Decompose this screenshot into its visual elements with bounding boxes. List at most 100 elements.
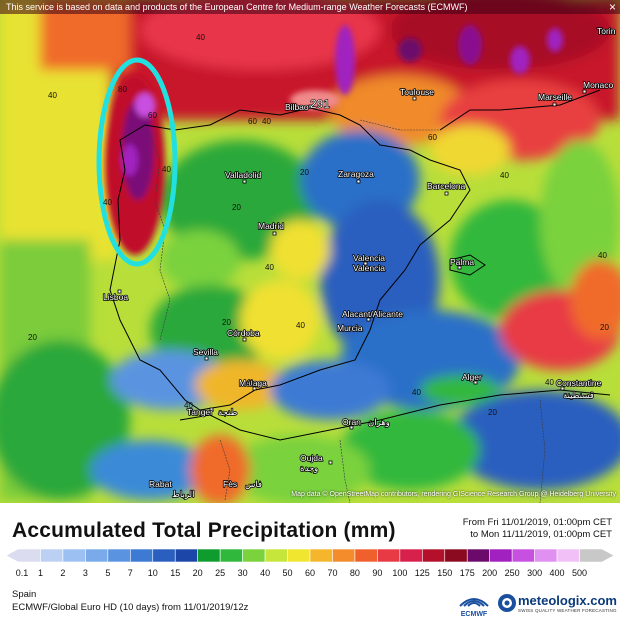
legend-scale: 0.1 1 2 3 5 7 10 15 20 25 30 40 50 60 70 80 90 100 125 150 1… bbox=[5, 548, 615, 578]
legend-swatch bbox=[264, 548, 288, 563]
legend-swatch bbox=[242, 548, 266, 563]
legend-swatch bbox=[511, 548, 535, 563]
city-label: Zaragoza bbox=[338, 169, 374, 179]
isoline-label: 40 bbox=[296, 321, 305, 330]
city-label: Lisboa bbox=[103, 292, 128, 302]
isoline-labels: 40 40 20 40 60 80 40 20 60 40 20 40 40 2… bbox=[28, 33, 609, 417]
model-label: ECMWF/Global Euro HD (10 days) from 11/0… bbox=[12, 602, 249, 613]
city-label: Córdoba bbox=[227, 328, 260, 338]
legend-tick-label: 40 bbox=[260, 568, 270, 578]
precipitation-map: Bilbao Toulouse Marseille Monaco Torin V… bbox=[0, 0, 620, 503]
isoline-label: 20 bbox=[28, 333, 37, 342]
isoline-label: 40 bbox=[265, 263, 274, 272]
legend-swatch bbox=[107, 548, 131, 563]
ecmwf-logo: ECMWF bbox=[459, 598, 489, 618]
city-label: Alacant/Alicante bbox=[342, 309, 403, 319]
legend-tick-label: 7 bbox=[128, 568, 133, 578]
legend-swatch bbox=[466, 548, 490, 563]
legend-swatch bbox=[422, 548, 446, 563]
city-label: وجدة bbox=[300, 463, 318, 474]
brand-tagline: SWISS QUALITY WEATHER FORECASTING bbox=[518, 608, 617, 613]
legend-swatch bbox=[309, 548, 333, 563]
isoline-label: 20 bbox=[222, 318, 231, 327]
legend-tick-label: 0.1 bbox=[16, 568, 29, 578]
borders bbox=[149, 119, 546, 503]
isoline-label: 40 bbox=[196, 33, 205, 42]
legend-tick-label: 300 bbox=[527, 568, 542, 578]
city-markers bbox=[117, 89, 587, 488]
city-label: Palma bbox=[450, 257, 474, 267]
legend-tick-label: 70 bbox=[327, 568, 337, 578]
legend-swatch bbox=[130, 548, 154, 563]
map-canvas: Bilbao Toulouse Marseille Monaco Torin V… bbox=[0, 0, 620, 503]
precip-field bbox=[0, 0, 620, 503]
legend-tick-label: 250 bbox=[505, 568, 520, 578]
legend-swatch bbox=[556, 548, 580, 563]
isoline-label: 40 bbox=[162, 165, 171, 174]
city-label: Fès bbox=[223, 479, 237, 489]
isoline-label: 40 bbox=[262, 117, 271, 126]
legend-swatch bbox=[332, 548, 356, 563]
isoline-label: 40 bbox=[500, 171, 509, 180]
legend-tick-label: 30 bbox=[238, 568, 248, 578]
legend-tick-label: 90 bbox=[372, 568, 382, 578]
city-label: Toulouse bbox=[400, 87, 434, 97]
source-banner-text: This service is based on data and produc… bbox=[6, 2, 468, 12]
legend-swatch bbox=[287, 548, 311, 563]
source-banner: This service is based on data and produc… bbox=[0, 0, 620, 14]
isoline-label: 40 bbox=[48, 91, 57, 100]
legend-swatch bbox=[40, 548, 64, 563]
isoline-label: 40 bbox=[545, 378, 554, 387]
isoline-label: 60 bbox=[148, 111, 157, 120]
legend-swatch bbox=[534, 548, 558, 563]
map-attribution: Map data © OpenStreetMap contributors, r… bbox=[291, 491, 616, 498]
city-label: Tanger bbox=[187, 407, 213, 417]
legend-tick-label: 60 bbox=[305, 568, 315, 578]
isoline-label: 20 bbox=[232, 203, 241, 212]
city-label: Oujda bbox=[300, 453, 323, 463]
city-label: قسنطينة bbox=[563, 390, 594, 400]
legend-tick-label: 500 bbox=[572, 568, 587, 578]
city-label: Bilbao bbox=[285, 102, 309, 112]
city-label: Murcia bbox=[337, 323, 363, 333]
legend-swatch bbox=[579, 548, 615, 563]
city-label: Barcelona bbox=[427, 181, 466, 191]
peak-value-label: 291 bbox=[310, 97, 330, 111]
close-icon[interactable]: × bbox=[608, 0, 616, 14]
legend-tick-label: 25 bbox=[215, 568, 225, 578]
highlight-ellipse bbox=[96, 57, 178, 267]
legend-swatch bbox=[377, 548, 401, 563]
legend-swatch bbox=[85, 548, 109, 563]
brand-name: meteologix.com bbox=[518, 593, 617, 608]
legend-tick-label: 3 bbox=[83, 568, 88, 578]
city-label: Valencia bbox=[353, 253, 385, 263]
legend-swatch bbox=[219, 548, 243, 563]
city-label: الرباط bbox=[172, 489, 194, 500]
legend-tick-label: 50 bbox=[283, 568, 293, 578]
legend-tick-label: 125 bbox=[415, 568, 430, 578]
city-label: Torin bbox=[597, 26, 616, 36]
city-label: Oran bbox=[342, 417, 361, 427]
city-label: وهران bbox=[368, 417, 390, 428]
legend-swatch bbox=[5, 548, 41, 563]
legend-swatch bbox=[152, 548, 176, 563]
city-label: Alger bbox=[462, 372, 482, 382]
isoline-label: 20 bbox=[488, 408, 497, 417]
city-label: فاس bbox=[245, 479, 262, 490]
legend-swatch bbox=[174, 548, 198, 563]
legend-swatch bbox=[399, 548, 423, 563]
date-from: From Fri 11/01/2019, 01:00pm CET bbox=[462, 517, 612, 528]
isoline-label: 20 bbox=[600, 323, 609, 332]
city-label: طنجة bbox=[218, 407, 238, 417]
isoline-label: 40 bbox=[103, 198, 112, 207]
date-to: to Mon 11/11/2019, 01:00pm CET bbox=[470, 529, 612, 540]
city-label: Monaco bbox=[583, 80, 614, 90]
isoline-label: 20 bbox=[300, 168, 309, 177]
legend-swatch bbox=[62, 548, 86, 563]
ecmwf-logo-text: ECMWF bbox=[461, 611, 488, 618]
city-label: Constantine bbox=[556, 378, 602, 388]
legend-tick-label: 400 bbox=[550, 568, 565, 578]
chart-title: Accumulated Total Precipitation (mm) bbox=[12, 519, 396, 542]
legend-tick-label: 5 bbox=[105, 568, 110, 578]
legend-swatch bbox=[197, 548, 221, 563]
